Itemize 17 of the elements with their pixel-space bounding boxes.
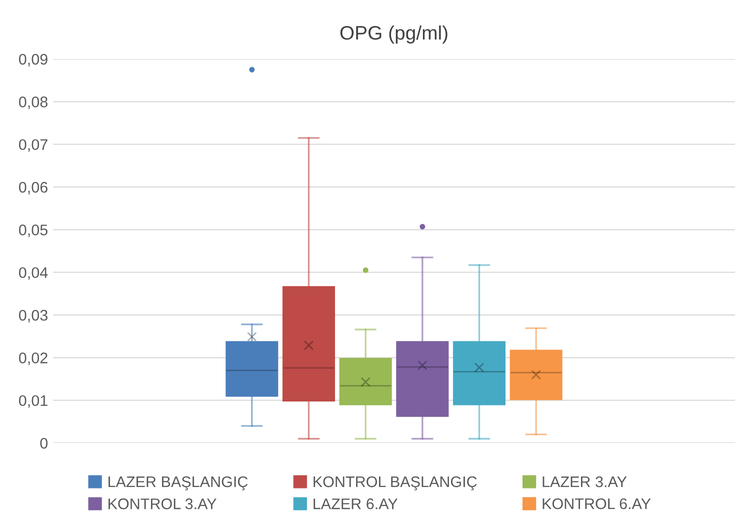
y-tick-label: 0	[40, 438, 48, 449]
legend-label: KONTROL 3.AY	[108, 498, 216, 510]
legend-label: LAZER 3.AY	[542, 476, 627, 488]
y-tick-label: 0,05	[19, 224, 48, 238]
chart-title: OPG (pg/ml)	[340, 25, 448, 44]
y-tick-label: 0,09	[19, 54, 48, 66]
legend-label: LAZER 6.AY	[314, 498, 398, 510]
legend-label: LAZER BAŞLANGIÇ	[108, 476, 248, 490]
y-tick-label: 0,02	[19, 352, 48, 366]
legend-label: KONTROL 6.AY	[542, 498, 651, 510]
legend-label: KONTROL BAŞLANGIÇ	[314, 476, 477, 490]
y-tick-label: 0,07	[19, 139, 48, 152]
y-tick-label: 0,04	[19, 267, 48, 280]
y-tick-label: 0,03	[19, 310, 48, 322]
y-tick-label: 0,06	[19, 182, 48, 194]
y-tick-label: 0,01	[19, 395, 48, 408]
y-tick-label: 0,08	[19, 96, 48, 110]
